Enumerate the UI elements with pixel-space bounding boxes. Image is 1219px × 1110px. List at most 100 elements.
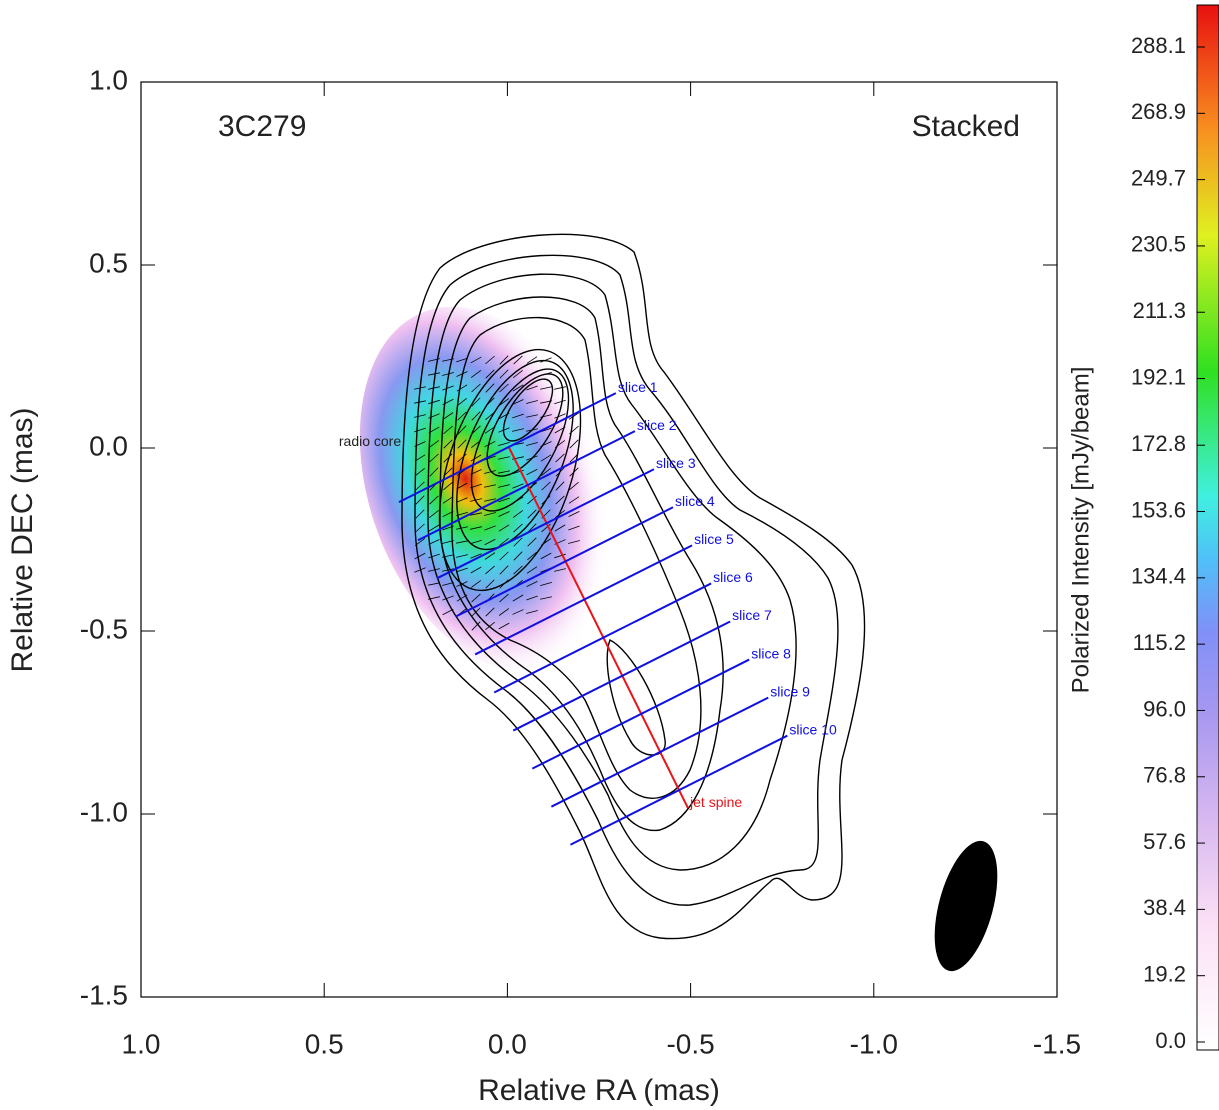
y-tick-label: -1.0 <box>80 796 128 827</box>
evpa-tick <box>471 383 481 393</box>
evpa-tick <box>443 439 453 449</box>
evpa-tick <box>484 498 496 502</box>
evpa-tick <box>414 454 426 462</box>
evpa-tick <box>485 621 495 631</box>
evpa-tick <box>512 594 524 602</box>
evpa-tick <box>513 565 523 575</box>
y-tick-label: -0.5 <box>80 613 128 644</box>
evpa-tick <box>485 369 495 379</box>
evpa-tick <box>540 538 552 546</box>
evpa-tick <box>471 593 481 603</box>
evpa-tick <box>428 596 440 600</box>
y-tick-label: -1.5 <box>80 979 128 1010</box>
series-label: slice 1 <box>618 379 658 395</box>
evpa-ticks <box>414 355 580 631</box>
evpa-tick <box>526 370 538 378</box>
evpa-tick <box>470 469 482 475</box>
series-line <box>493 582 712 694</box>
evpa-tick <box>498 511 510 517</box>
series-line <box>512 620 731 732</box>
evpa-tick <box>415 509 425 519</box>
evpa-tick <box>513 369 523 379</box>
evpa-tick <box>498 412 510 420</box>
evpa-tick <box>540 427 552 433</box>
evpa-tick <box>428 539 440 545</box>
evpa-tick <box>470 356 482 364</box>
colorbar-tick-label: 57.6 <box>1143 829 1186 854</box>
evpa-tick <box>429 495 439 505</box>
evpa-tick <box>470 512 482 516</box>
evpa-tick <box>569 425 579 435</box>
evpa-tick <box>554 440 566 448</box>
evpa-tick <box>512 510 524 518</box>
evpa-tick <box>555 495 565 505</box>
series-label: jet spine <box>689 794 742 810</box>
x-axis-label: Relative RA (mas) <box>478 1074 720 1107</box>
evpa-tick <box>414 441 426 447</box>
evpa-tick <box>414 400 426 404</box>
evpa-tick <box>442 496 454 504</box>
evpa-tick <box>540 552 552 560</box>
evpa-tick <box>554 553 566 559</box>
evpa-tick <box>457 439 467 449</box>
evpa-tick <box>484 552 496 560</box>
evpa-tick <box>498 497 510 503</box>
series-line <box>398 392 617 504</box>
evpa-tick <box>540 596 552 600</box>
evpa-tick <box>415 495 425 505</box>
x-tick-label: -1.5 <box>1033 1028 1081 1059</box>
evpa-tick <box>414 567 426 573</box>
evpa-tick <box>498 524 510 532</box>
colorbar <box>1196 4 1219 1051</box>
evpa-tick <box>428 440 440 448</box>
evpa-tick <box>555 510 565 518</box>
y-tick-label: 1.0 <box>89 64 128 95</box>
evpa-tick <box>456 357 468 363</box>
evpa-tick <box>484 426 496 434</box>
evpa-tick <box>512 428 524 432</box>
colorbar-tick-label: 288.1 <box>1131 33 1186 58</box>
series-label: slice 6 <box>713 569 753 585</box>
evpa-tick <box>485 565 495 575</box>
evpa-tick <box>470 370 482 378</box>
evpa-tick <box>527 551 537 561</box>
colorbar-tick-label: 230.5 <box>1131 232 1186 257</box>
x-tick-label: 0.5 <box>305 1028 344 1059</box>
evpa-tick <box>513 355 523 365</box>
evpa-tick <box>527 537 537 547</box>
evpa-tick <box>569 439 579 449</box>
evpa-tick <box>540 400 552 404</box>
evpa-tick <box>569 481 579 491</box>
beam <box>934 840 998 972</box>
evpa-tick <box>470 483 482 489</box>
evpa-tick <box>527 509 537 519</box>
x-tick-label: 0.0 <box>488 1028 527 1059</box>
evpa-tick <box>470 566 482 574</box>
evpa-tick <box>428 413 440 419</box>
evpa-tick <box>443 481 453 491</box>
evpa-tick <box>457 453 467 463</box>
evpa-tick <box>526 610 538 614</box>
evpa-tick <box>484 484 496 488</box>
colorbar-tick-label: 134.4 <box>1131 564 1186 589</box>
series-label: slice 10 <box>789 721 837 737</box>
y-axis-label: Relative DEC (mas) <box>6 407 39 672</box>
evpa-tick <box>471 411 481 421</box>
colorbar-tick-label: 38.4 <box>1143 895 1186 920</box>
evpa-tick <box>428 568 440 572</box>
evpa-tick <box>428 524 440 532</box>
evpa-tick <box>485 607 495 617</box>
evpa-tick <box>512 399 524 405</box>
evpa-tick <box>526 356 538 364</box>
evpa-tick <box>442 608 454 616</box>
series-label: slice 5 <box>694 531 734 547</box>
evpa-tick <box>512 483 524 489</box>
series-line <box>417 430 636 542</box>
evpa-tick <box>484 440 496 448</box>
evpa-tick <box>555 481 565 491</box>
evpa-tick <box>526 385 538 391</box>
evpa-tick <box>526 428 538 432</box>
evpa-tick <box>415 467 425 477</box>
x-tick-label: -0.5 <box>666 1028 714 1059</box>
evpa-tick <box>498 470 510 474</box>
